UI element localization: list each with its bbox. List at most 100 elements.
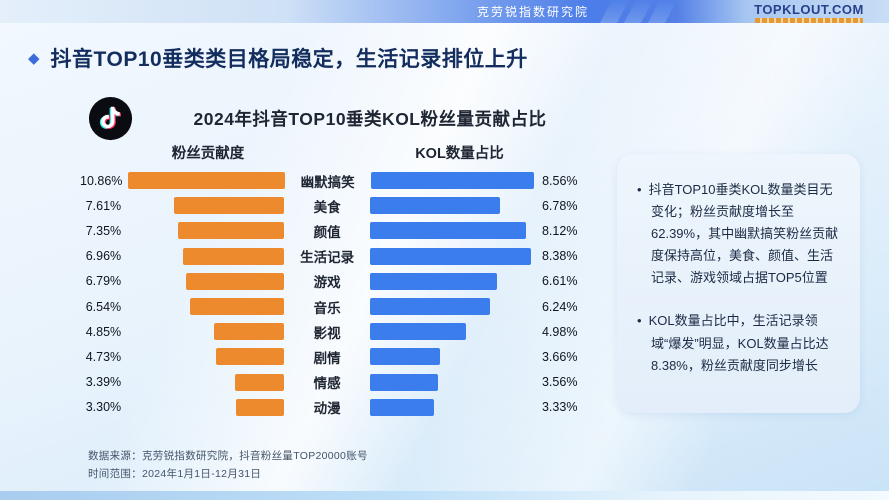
kol-share-value: 3.56% [541, 375, 578, 390]
chart-row: 3.39% 情感 3.56% [80, 370, 591, 395]
fan-contribution-value: 6.79% [85, 274, 122, 289]
data-source-note: 数据来源：克劳锐指数研究院，抖音粉丝量TOP20000账号 [88, 450, 368, 462]
category-label: 音乐 [313, 300, 341, 316]
top-brand-bar: 克劳锐指数研究院 TOPKLOUT.COM [0, 0, 889, 23]
fan-contribution-value: 6.96% [85, 249, 122, 264]
chart-row: 3.30% 动漫 3.33% [80, 395, 591, 420]
kol-share-bar-track [370, 398, 534, 416]
kol-share-bar-track [370, 298, 534, 316]
fan-contribution-bar-track [127, 323, 285, 341]
topklout-logo: TOPKLOUT.COM [744, 2, 874, 23]
chart-row: 6.79% 游戏 6.61% [80, 269, 591, 294]
kol-share-bar-track [370, 323, 534, 341]
kol-share-value: 6.61% [541, 274, 578, 289]
kol-share-bar [370, 222, 526, 240]
fan-contribution-bar [186, 272, 285, 290]
page-title: 抖音TOP10垂类类目格局稳定，生活记录排位上升 [50, 48, 528, 71]
kol-share-bar-track [370, 172, 535, 190]
fan-contribution-value: 7.61% [85, 198, 122, 213]
brand-text: 克劳锐指数研究院 [476, 5, 589, 19]
chart-row: 10.86% 幽默搞笑 8.56% [80, 168, 591, 193]
fan-contribution-value: 3.39% [85, 375, 122, 390]
fan-contribution-bar-track [127, 373, 285, 391]
insights-list: 抖音TOP10垂类KOL数量类目无变化；粉丝贡献度增长至62.39%，其中幽默搞… [637, 179, 841, 377]
fan-contribution-value: 6.54% [85, 299, 122, 314]
left-series-header: 粉丝贡献度 [171, 146, 245, 162]
slash-decoration-icon [599, 0, 678, 23]
fan-contribution-value: 3.30% [85, 400, 122, 415]
kol-share-bar [370, 373, 439, 391]
category-label: 美食 [313, 199, 341, 215]
chart-title: 2024年抖音TOP10垂类KOL粉丝量贡献占比 [193, 109, 547, 129]
category-label: 幽默搞笑 [300, 174, 355, 190]
fan-contribution-value: 10.86% [80, 173, 123, 188]
fan-contribution-bar-track [128, 172, 285, 190]
kol-share-bar [370, 197, 500, 215]
kol-share-value: 8.12% [541, 223, 578, 238]
kol-share-bar [370, 398, 434, 416]
kol-share-value: 8.56% [542, 173, 578, 188]
time-range-note: 时间范围：2024年1月1日-12月31日 [88, 467, 262, 480]
chart-row: 4.85% 影视 4.98% [80, 319, 591, 344]
fan-contribution-bar [174, 197, 285, 215]
fan-contribution-bar [215, 348, 285, 366]
fan-contribution-bar [128, 172, 285, 190]
chart-row: 4.73% 剧情 3.66% [80, 344, 591, 369]
kol-share-value: 6.78% [541, 198, 578, 213]
fan-contribution-bar-track [127, 197, 285, 215]
kol-share-bar [370, 348, 441, 366]
category-label: 剧情 [313, 350, 341, 366]
fan-contribution-bar-track [127, 272, 285, 290]
kol-share-bar-track [370, 348, 534, 366]
chart-row: 6.96% 生活记录 8.38% [80, 244, 591, 269]
logo-substrip [755, 18, 863, 23]
fan-contribution-bar-track [127, 348, 285, 366]
chart-row: 6.54% 音乐 6.24% [80, 294, 591, 319]
kol-share-bar [370, 172, 535, 190]
chart-row: 7.61% 美食 6.78% [80, 193, 591, 218]
category-label: 情感 [313, 376, 341, 392]
kol-share-bar-track [370, 272, 534, 290]
slide-title-row: ◆ 抖音TOP10垂类类目格局稳定，生活记录排位上升 [28, 43, 528, 73]
category-label: 生活记录 [300, 250, 355, 266]
kol-share-bar [370, 323, 466, 341]
category-label: 游戏 [313, 275, 341, 291]
logo-text: TOPKLOUT.COM [754, 2, 864, 17]
douyin-logo-icon [88, 96, 133, 141]
kol-share-bar [370, 298, 490, 316]
kol-share-value: 3.66% [541, 349, 578, 364]
chart-row: 7.35% 颜值 8.12% [80, 218, 591, 243]
fan-contribution-value: 4.73% [85, 349, 122, 364]
butterfly-bar-chart: 10.86% 幽默搞笑 8.56% 7.61% 美食 6.78% 7.35% 颜值 8.12% 6… [80, 168, 591, 420]
insight-item: 抖音TOP10垂类KOL数量类目无变化；粉丝贡献度增长至62.39%，其中幽默搞… [637, 179, 841, 289]
diamond-bullet-icon: ◆ [28, 49, 40, 67]
fan-contribution-bar-track [127, 247, 285, 265]
fan-contribution-bar-track [127, 298, 285, 316]
right-series-header: KOL数量占比 [415, 146, 504, 162]
category-label: 颜值 [313, 224, 341, 240]
fan-contribution-bar-track [127, 398, 285, 416]
kol-share-bar [370, 272, 497, 290]
fan-contribution-value: 4.85% [85, 324, 122, 339]
chart-column-headers: 粉丝贡献度 KOL数量占比 [80, 142, 591, 163]
fan-contribution-bar [236, 398, 285, 416]
kol-share-value: 4.98% [541, 324, 578, 339]
footer-notes: 数据来源：克劳锐指数研究院，抖音粉丝量TOP20000账号 时间范围：2024年… [88, 448, 368, 484]
kol-share-bar-track [370, 373, 534, 391]
fan-contribution-bar [235, 373, 285, 391]
kol-share-value: 6.24% [541, 299, 578, 314]
kol-share-bar [370, 247, 531, 265]
fan-contribution-value: 7.35% [85, 223, 122, 238]
bottom-edge-strip [0, 491, 889, 500]
kol-share-bar-track [370, 247, 534, 265]
category-label: 动漫 [313, 401, 341, 417]
insights-panel: 抖音TOP10垂类KOL数量类目无变化；粉丝贡献度增长至62.39%，其中幽默搞… [617, 154, 860, 413]
fan-contribution-bar [213, 323, 285, 341]
kol-share-value: 3.33% [541, 400, 578, 415]
kol-share-bar-track [370, 222, 534, 240]
insight-item: KOL数量占比中，生活记录领域“爆发”明显，KOL数量占比达8.38%，粉丝贡献… [637, 310, 841, 376]
fan-contribution-bar-track [127, 222, 285, 240]
fan-contribution-bar [189, 298, 285, 316]
kol-share-bar-track [370, 197, 534, 215]
